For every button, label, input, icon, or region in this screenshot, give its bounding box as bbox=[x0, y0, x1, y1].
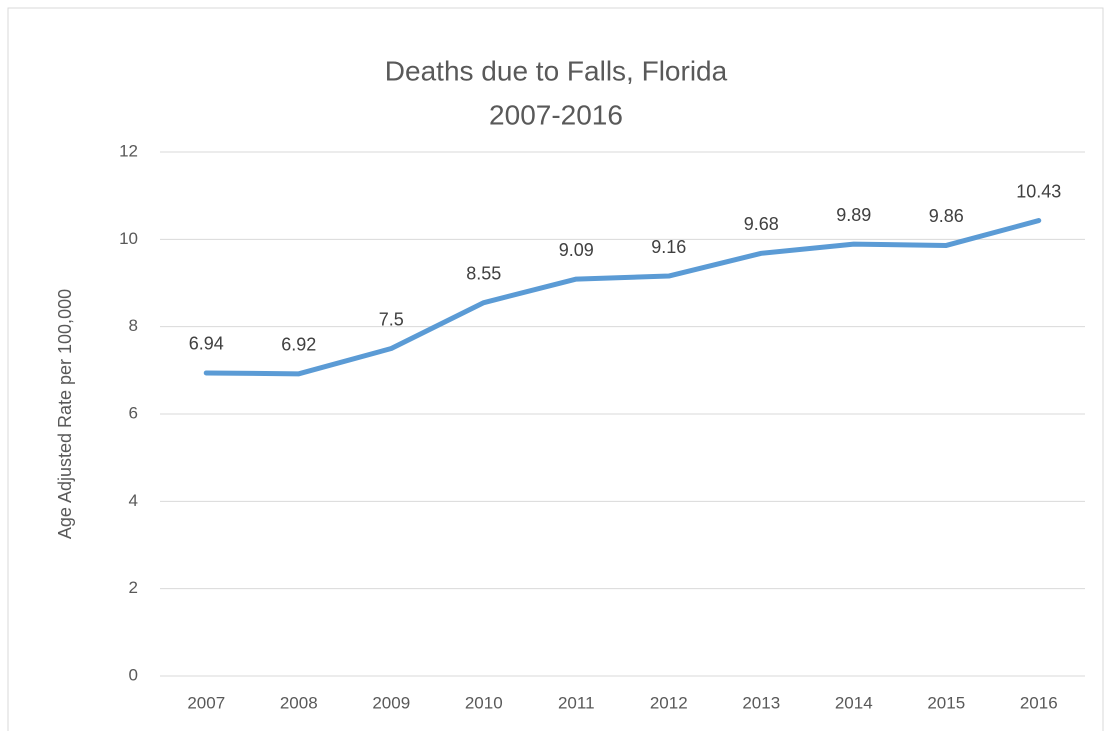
x-tick-label: 2009 bbox=[372, 693, 410, 712]
data-label: 8.55 bbox=[466, 263, 501, 283]
data-label: 9.68 bbox=[744, 214, 779, 234]
x-tick-label: 2015 bbox=[927, 693, 965, 712]
data-label: 9.09 bbox=[559, 240, 594, 260]
x-tick-label: 2016 bbox=[1020, 693, 1058, 712]
x-tick-label: 2011 bbox=[558, 693, 595, 712]
data-label: 6.92 bbox=[281, 335, 316, 355]
chart-subtitle: 2007-2016 bbox=[489, 99, 623, 130]
data-label: 6.94 bbox=[189, 334, 224, 354]
y-tick-label: 0 bbox=[129, 665, 138, 684]
data-label: 10.43 bbox=[1016, 181, 1061, 201]
y-axis-label: Age Adjusted Rate per 100,000 bbox=[55, 289, 75, 539]
chart-border bbox=[7, 7, 1104, 731]
y-tick-label: 4 bbox=[129, 491, 138, 510]
x-tick-label: 2012 bbox=[650, 693, 688, 712]
data-label: 9.86 bbox=[929, 206, 964, 226]
y-tick-label: 8 bbox=[129, 316, 138, 335]
x-tick-label: 2007 bbox=[187, 693, 225, 712]
x-tick-label: 2010 bbox=[465, 693, 503, 712]
y-tick-label: 12 bbox=[119, 141, 138, 160]
data-label: 7.5 bbox=[379, 309, 404, 329]
x-tick-label: 2013 bbox=[742, 693, 780, 712]
line bbox=[203, 218, 1042, 377]
x-tick-label: 2008 bbox=[280, 693, 318, 712]
y-tick-label: 10 bbox=[119, 229, 138, 248]
data-label: 9.89 bbox=[836, 205, 871, 225]
y-tick-label: 6 bbox=[129, 403, 138, 422]
y-tick-label: 2 bbox=[129, 578, 138, 597]
chart-title: Deaths due to Falls, Florida bbox=[385, 55, 728, 86]
x-tick-label: 2014 bbox=[835, 693, 873, 712]
data-label: 9.16 bbox=[651, 237, 686, 257]
